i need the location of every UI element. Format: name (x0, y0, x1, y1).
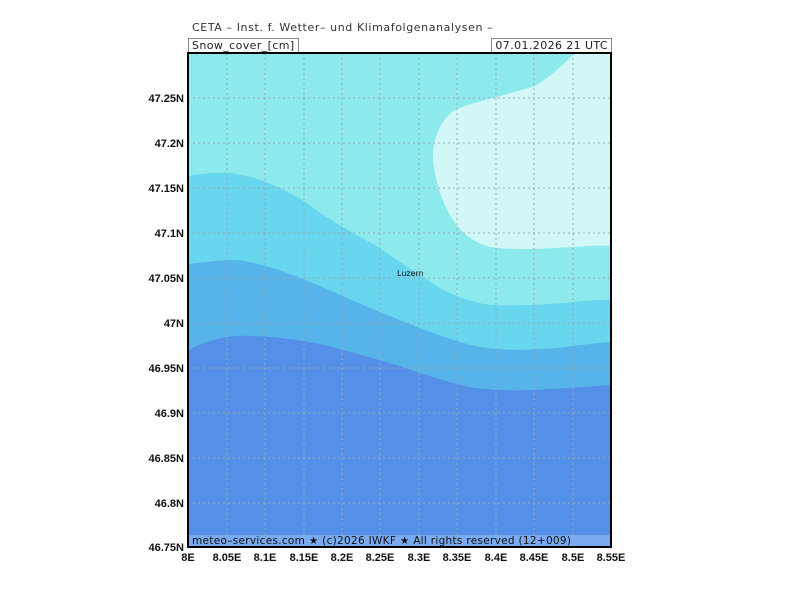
contour-fill (188, 53, 611, 547)
lat-axis: 47.25N 47.2N 47.15N 47.1N 47.05N 47N 46.… (149, 93, 185, 554)
lon-tick-label: 8.4E (485, 552, 508, 564)
copyright-footer: meteo–services.com ★ (c)2026 IWKF ★ All … (192, 535, 571, 547)
lat-tick-label: 46.95N (149, 363, 185, 375)
lon-tick-label: 8E (181, 552, 194, 564)
lon-tick-label: 8.45E (520, 552, 549, 564)
grid-lines (188, 53, 611, 547)
lon-tick-label: 8.1E (254, 552, 277, 564)
lat-tick-label: 47.2N (155, 138, 184, 150)
field-label: Snow_cover_[cm] (188, 38, 299, 53)
lon-tick-label: 8.05E (213, 552, 242, 564)
lon-axis: 8E 8.05E 8.1E 8.15E 8.2E 8.25E 8.3E 8.35… (181, 552, 625, 564)
lon-tick-label: 8.15E (290, 552, 319, 564)
lon-tick-label: 8.35E (443, 552, 472, 564)
lat-tick-label: 46.85N (149, 453, 185, 465)
lon-tick-label: 8.2E (331, 552, 354, 564)
lat-tick-label: 47.05N (149, 273, 185, 285)
lon-tick-label: 8.55E (597, 552, 626, 564)
zone-deepest (188, 335, 611, 547)
lat-tick-label: 47.25N (149, 93, 185, 105)
lat-tick-label: 46.9N (155, 408, 184, 420)
lat-tick-label: 47.1N (155, 228, 184, 240)
lon-tick-label: 8.25E (366, 552, 395, 564)
header-title: CETA – Inst. f. Wetter– und Klimafolgena… (192, 21, 494, 34)
footer-band (188, 535, 611, 547)
lat-tick-label: 47.15N (149, 183, 185, 195)
valid-time: 07.01.2026 21 UTC (491, 38, 612, 53)
lat-tick-label: 46.8N (155, 498, 184, 510)
city-label-luzern: Luzern (397, 269, 424, 278)
lon-tick-label: 8.3E (408, 552, 431, 564)
lat-tick-label: 47N (164, 318, 184, 330)
map-frame (187, 52, 612, 548)
lat-tick-label: 46.75N (149, 542, 185, 554)
lon-tick-label: 8.5E (562, 552, 585, 564)
